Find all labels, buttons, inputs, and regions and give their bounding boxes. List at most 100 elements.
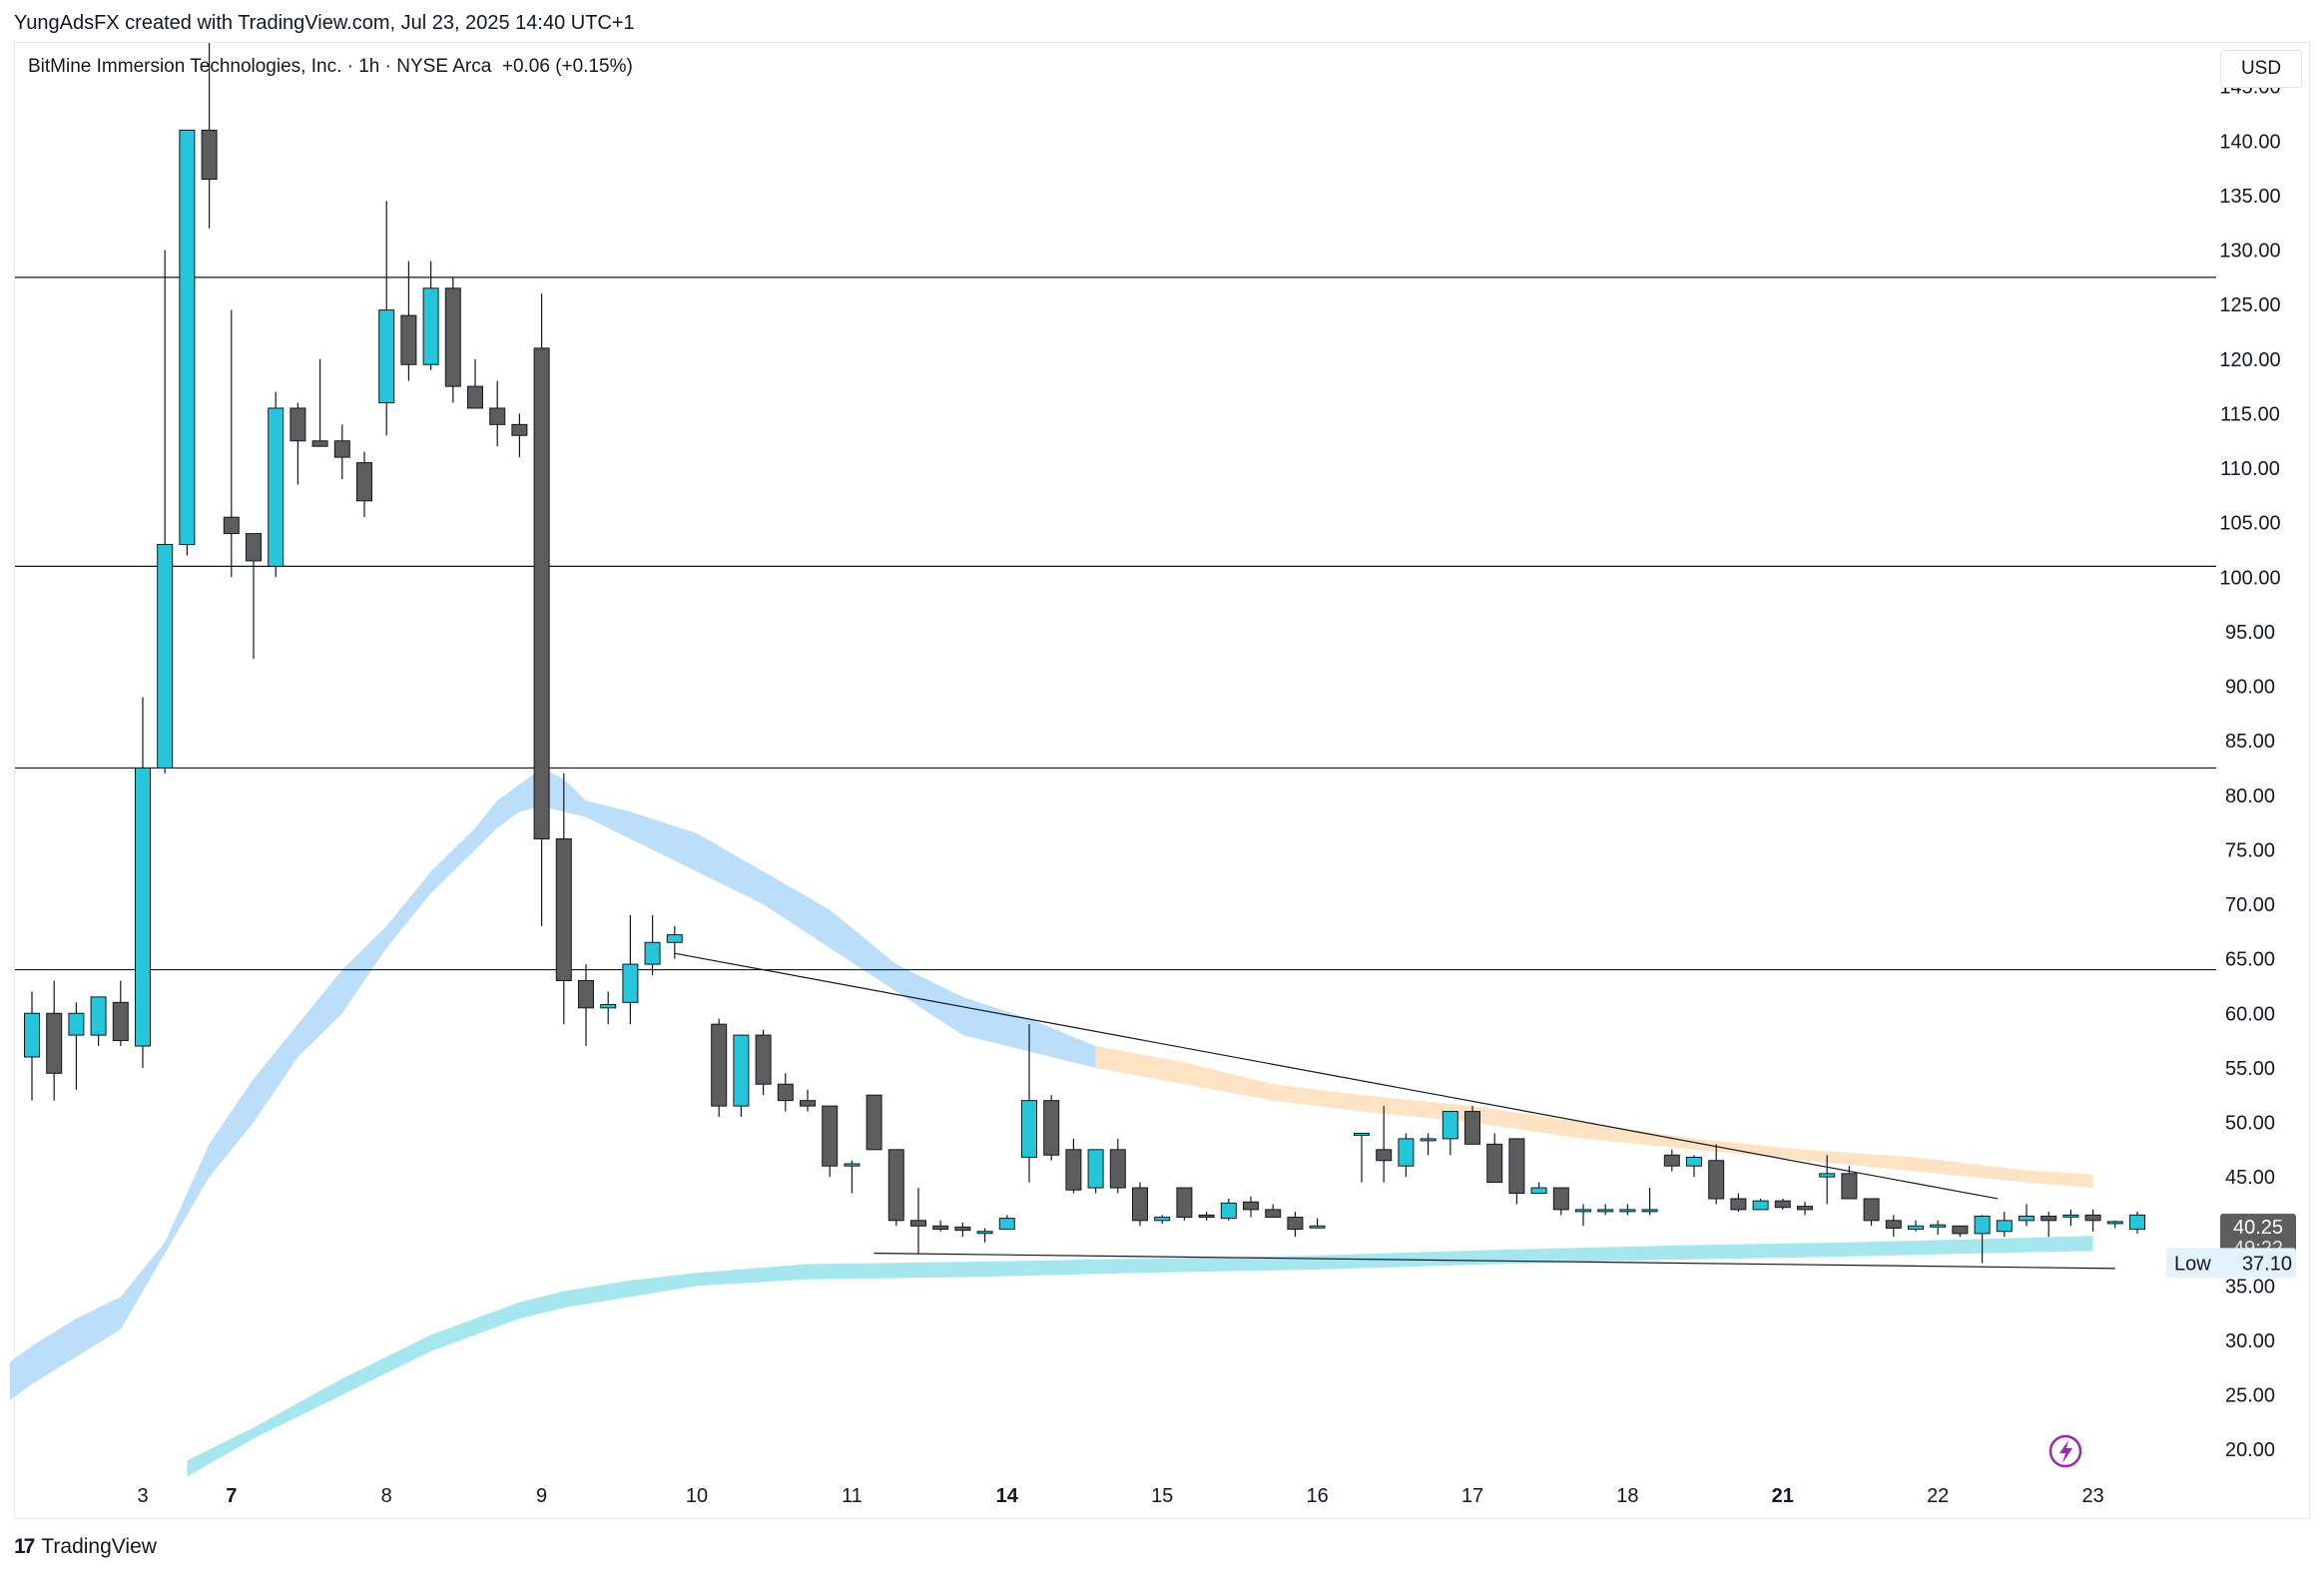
candle[interactable] xyxy=(1774,1198,1791,1210)
candle[interactable] xyxy=(555,773,572,1025)
candle[interactable] xyxy=(733,1034,750,1118)
candle[interactable] xyxy=(1508,1138,1525,1205)
candle[interactable] xyxy=(976,1228,993,1243)
candle[interactable] xyxy=(246,533,262,660)
candle[interactable] xyxy=(467,358,483,409)
candle[interactable] xyxy=(1265,1204,1282,1219)
candle[interactable] xyxy=(223,309,240,578)
candle[interactable] xyxy=(910,1188,926,1254)
candle[interactable] xyxy=(112,980,129,1047)
candle[interactable] xyxy=(1663,1149,1680,1172)
candle[interactable] xyxy=(1996,1212,2013,1238)
candle[interactable] xyxy=(1930,1220,1947,1236)
candle[interactable] xyxy=(1841,1166,1858,1200)
candle[interactable] xyxy=(268,391,285,578)
candle[interactable] xyxy=(489,380,506,447)
lightning-icon[interactable] xyxy=(2048,1434,2082,1468)
candle[interactable] xyxy=(1154,1215,1171,1225)
candle[interactable] xyxy=(2106,1220,2123,1229)
candle[interactable] xyxy=(1597,1204,1614,1216)
candle[interactable] xyxy=(1730,1193,1747,1213)
candle[interactable] xyxy=(1065,1138,1082,1194)
candle[interactable] xyxy=(1287,1212,1304,1238)
candle[interactable] xyxy=(1021,1024,1037,1183)
candle[interactable] xyxy=(201,43,218,229)
footer-brand[interactable]: 17 TradingView xyxy=(14,1535,157,1559)
candle[interactable] xyxy=(533,293,550,926)
trendline[interactable] xyxy=(873,1252,2115,1270)
candle[interactable] xyxy=(1220,1198,1237,1221)
candle[interactable] xyxy=(1420,1133,1437,1156)
candle[interactable] xyxy=(954,1223,971,1238)
candle[interactable] xyxy=(311,358,328,447)
candle[interactable] xyxy=(290,402,306,485)
candle[interactable] xyxy=(666,925,683,959)
candle[interactable] xyxy=(887,1149,904,1227)
candle[interactable] xyxy=(1819,1155,1836,1205)
candle[interactable] xyxy=(24,991,40,1101)
candle[interactable] xyxy=(578,964,594,1047)
candle[interactable] xyxy=(1442,1111,1458,1156)
candle[interactable] xyxy=(333,424,350,479)
candle[interactable] xyxy=(1398,1133,1415,1178)
candle[interactable] xyxy=(378,201,395,436)
candle[interactable] xyxy=(1797,1202,1813,1216)
candle[interactable] xyxy=(2062,1209,2079,1227)
candle[interactable] xyxy=(622,914,639,1025)
candle[interactable] xyxy=(1132,1182,1148,1227)
candle[interactable] xyxy=(68,1002,85,1090)
candle[interactable] xyxy=(356,451,372,518)
candle[interactable] xyxy=(1619,1204,1636,1216)
candle[interactable] xyxy=(844,1160,861,1194)
candle[interactable] xyxy=(777,1073,794,1112)
trendline[interactable] xyxy=(674,952,1999,1200)
candle[interactable] xyxy=(1575,1204,1591,1227)
candle[interactable] xyxy=(179,129,196,556)
candle[interactable] xyxy=(1908,1220,1924,1232)
candle[interactable] xyxy=(1863,1198,1880,1227)
candle[interactable] xyxy=(1552,1187,1569,1216)
candle[interactable] xyxy=(1464,1106,1480,1145)
symbol-legend[interactable]: BitMine Immersion Technologies, Inc. · 1… xyxy=(28,56,633,77)
candle[interactable] xyxy=(2084,1209,2101,1232)
candle[interactable] xyxy=(444,276,461,403)
candle[interactable] xyxy=(1641,1188,1658,1216)
candle[interactable] xyxy=(1043,1095,1060,1161)
candle[interactable] xyxy=(1354,1132,1370,1183)
candle[interactable] xyxy=(1176,1187,1193,1221)
candle[interactable] xyxy=(998,1215,1015,1231)
candle[interactable] xyxy=(600,991,617,1025)
candle[interactable] xyxy=(46,980,63,1101)
candle[interactable] xyxy=(932,1220,949,1232)
candle[interactable] xyxy=(157,250,174,774)
candle[interactable] xyxy=(1752,1198,1769,1211)
candle[interactable] xyxy=(422,261,439,370)
candle[interactable] xyxy=(822,1105,839,1178)
candle[interactable] xyxy=(755,1029,772,1096)
candle[interactable] xyxy=(400,261,417,381)
candle[interactable] xyxy=(644,914,661,976)
candle[interactable] xyxy=(866,1094,882,1151)
candle[interactable] xyxy=(1309,1218,1326,1229)
candle[interactable] xyxy=(2129,1212,2145,1234)
currency-button[interactable]: USD xyxy=(2220,50,2302,88)
candle[interactable] xyxy=(1198,1212,1215,1221)
candle[interactable] xyxy=(1109,1138,1126,1194)
candle[interactable] xyxy=(1708,1144,1725,1205)
candle[interactable] xyxy=(1530,1182,1547,1195)
candle[interactable] xyxy=(2019,1204,2034,1227)
candle[interactable] xyxy=(135,697,151,1068)
candle[interactable] xyxy=(1686,1155,1702,1178)
candle[interactable] xyxy=(1885,1215,1902,1238)
candle[interactable] xyxy=(1087,1149,1104,1194)
candle[interactable] xyxy=(90,996,107,1047)
candle[interactable] xyxy=(1486,1133,1503,1184)
candle[interactable] xyxy=(1376,1106,1393,1183)
candle[interactable] xyxy=(511,413,528,458)
candle[interactable] xyxy=(1952,1225,1969,1238)
candle[interactable] xyxy=(2040,1212,2057,1238)
candle[interactable] xyxy=(1243,1196,1259,1218)
candle[interactable] xyxy=(1974,1215,1991,1264)
candle[interactable] xyxy=(800,1089,816,1112)
